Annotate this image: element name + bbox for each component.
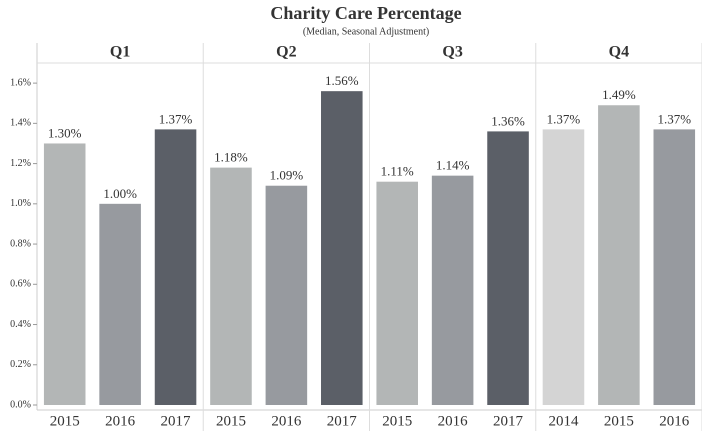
- value-label: 1.56%: [325, 73, 359, 88]
- chart-subtitle: (Median, Seasonal Adjustment): [303, 26, 429, 37]
- value-label: 1.11%: [381, 164, 414, 179]
- value-label: 1.30%: [48, 125, 82, 140]
- x-tick-label: 2014: [548, 413, 579, 429]
- bar: [487, 131, 529, 405]
- value-label: 1.37%: [547, 111, 581, 126]
- panel-header: Q2: [276, 44, 296, 61]
- x-tick-label: 2016: [105, 413, 136, 429]
- value-label: 1.36%: [491, 113, 525, 128]
- bar: [653, 129, 696, 405]
- y-tick-label: 0.4%: [10, 319, 31, 330]
- y-tick-label: 1.6%: [10, 77, 31, 88]
- bar: [376, 181, 418, 405]
- y-tick-label: 1.4%: [10, 118, 31, 129]
- x-tick-label: 2015: [382, 413, 412, 429]
- x-tick-label: 2017: [493, 413, 524, 429]
- x-tick-label: 2016: [659, 413, 690, 429]
- y-tick-label: 0.0%: [10, 399, 31, 410]
- value-label: 1.14%: [436, 158, 470, 173]
- x-tick-label: 2017: [327, 413, 358, 429]
- x-tick-label: 2017: [161, 413, 192, 429]
- y-tick-label: 1.2%: [10, 158, 31, 169]
- value-label: 1.00%: [103, 186, 137, 201]
- y-tick-label: 0.2%: [10, 359, 31, 370]
- y-tick-label: 0.6%: [10, 279, 31, 290]
- chart-title: Charity Care Percentage: [270, 3, 461, 23]
- x-tick-label: 2016: [271, 413, 302, 429]
- value-label: 1.18%: [214, 150, 248, 165]
- panel-header: Q4: [609, 44, 629, 61]
- value-label: 1.37%: [159, 111, 193, 126]
- value-label: 1.09%: [270, 168, 304, 183]
- y-tick-label: 0.8%: [10, 238, 31, 249]
- bar: [99, 203, 141, 405]
- bar: [542, 129, 585, 405]
- bar: [265, 185, 308, 405]
- value-label: 1.49%: [602, 87, 636, 102]
- panel-header: Q1: [110, 44, 130, 61]
- value-label: 1.37%: [657, 111, 691, 126]
- bar: [431, 175, 474, 405]
- panel-header: Q3: [442, 44, 462, 61]
- x-tick-label: 2015: [216, 413, 246, 429]
- bar: [210, 167, 252, 405]
- bar: [321, 91, 363, 405]
- y-tick-label: 1.0%: [10, 198, 31, 209]
- x-tick-label: 2015: [50, 413, 80, 429]
- x-tick-label: 2015: [604, 413, 634, 429]
- bar: [598, 105, 640, 405]
- bar: [154, 129, 197, 405]
- bar: [43, 143, 86, 405]
- x-tick-label: 2016: [438, 413, 469, 429]
